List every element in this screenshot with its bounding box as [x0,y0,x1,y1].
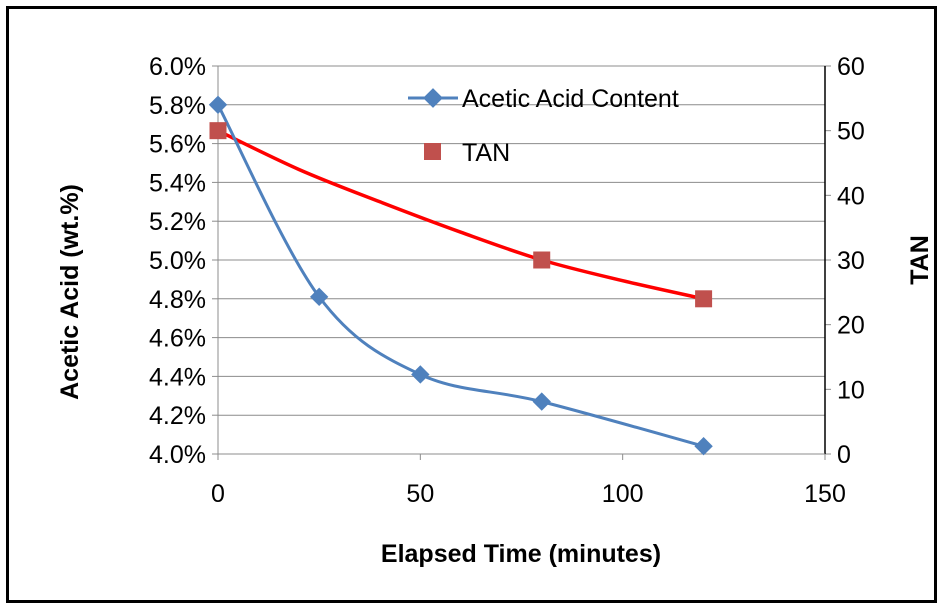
legend-label-tan: TAN [462,139,510,167]
acetic-acid-point [309,287,329,307]
chart-frame [6,6,937,603]
legend-label-acetic-acid: Acetic Acid Content [462,85,679,113]
y-tick-label: 5.6% [149,131,206,159]
y2-tick-label: 40 [837,182,865,210]
y-tick-label: 6.0% [149,53,206,81]
y-tick-label: 4.0% [149,441,206,469]
legend-marker-tan [424,143,441,160]
tan-trendline [217,129,704,301]
y2-tick-label: 10 [837,376,865,404]
legend-marker-acetic-acid [423,88,443,108]
x-axis-title: Elapsed Time (minutes) [381,540,661,568]
y-tick-label: 4.2% [149,402,206,430]
acetic-acid-point [411,365,430,384]
acetic-acid-point [208,95,228,114]
x-tick-label: 150 [804,480,846,508]
tan-point [695,290,713,308]
tan-point [209,122,227,140]
acetic-acid-point [532,392,551,411]
y2-tick-label: 50 [837,118,865,146]
series [208,95,713,456]
axes [212,65,831,460]
x-tick-label: 0 [211,480,225,508]
y-tick-label: 4.8% [149,286,206,314]
y2-tick-label: 60 [837,53,865,81]
legend: Acetic Acid Content TAN [408,85,679,167]
tick-labels: 4.0% 4.2% 4.4% 4.6% 4.8% 5.0% 5.2% 5.4% 5.6% 5.8%… [149,53,865,508]
gridlines [218,65,825,416]
tan-point [533,251,551,269]
y-tick-label: 4.6% [149,325,206,353]
acetic-acid-line [216,104,704,448]
y-tick-label: 5.0% [149,247,206,275]
y2-tick-label: 0 [837,441,851,469]
y-tick-label: 4.4% [149,363,206,391]
y-tick-label: 5.8% [149,92,206,120]
y2-axis-title: TAN [906,235,934,285]
y2-tick-label: 20 [837,312,865,340]
y-tick-label: 5.4% [149,169,206,197]
y-tick-label: 5.2% [149,208,206,236]
acetic-acid-point [694,437,713,456]
x-tick-label: 100 [602,480,644,508]
y2-tick-label: 30 [837,247,865,275]
x-tick-label: 50 [406,480,434,508]
y-axis-title: Acetic Acid (wt.%) [56,184,84,400]
